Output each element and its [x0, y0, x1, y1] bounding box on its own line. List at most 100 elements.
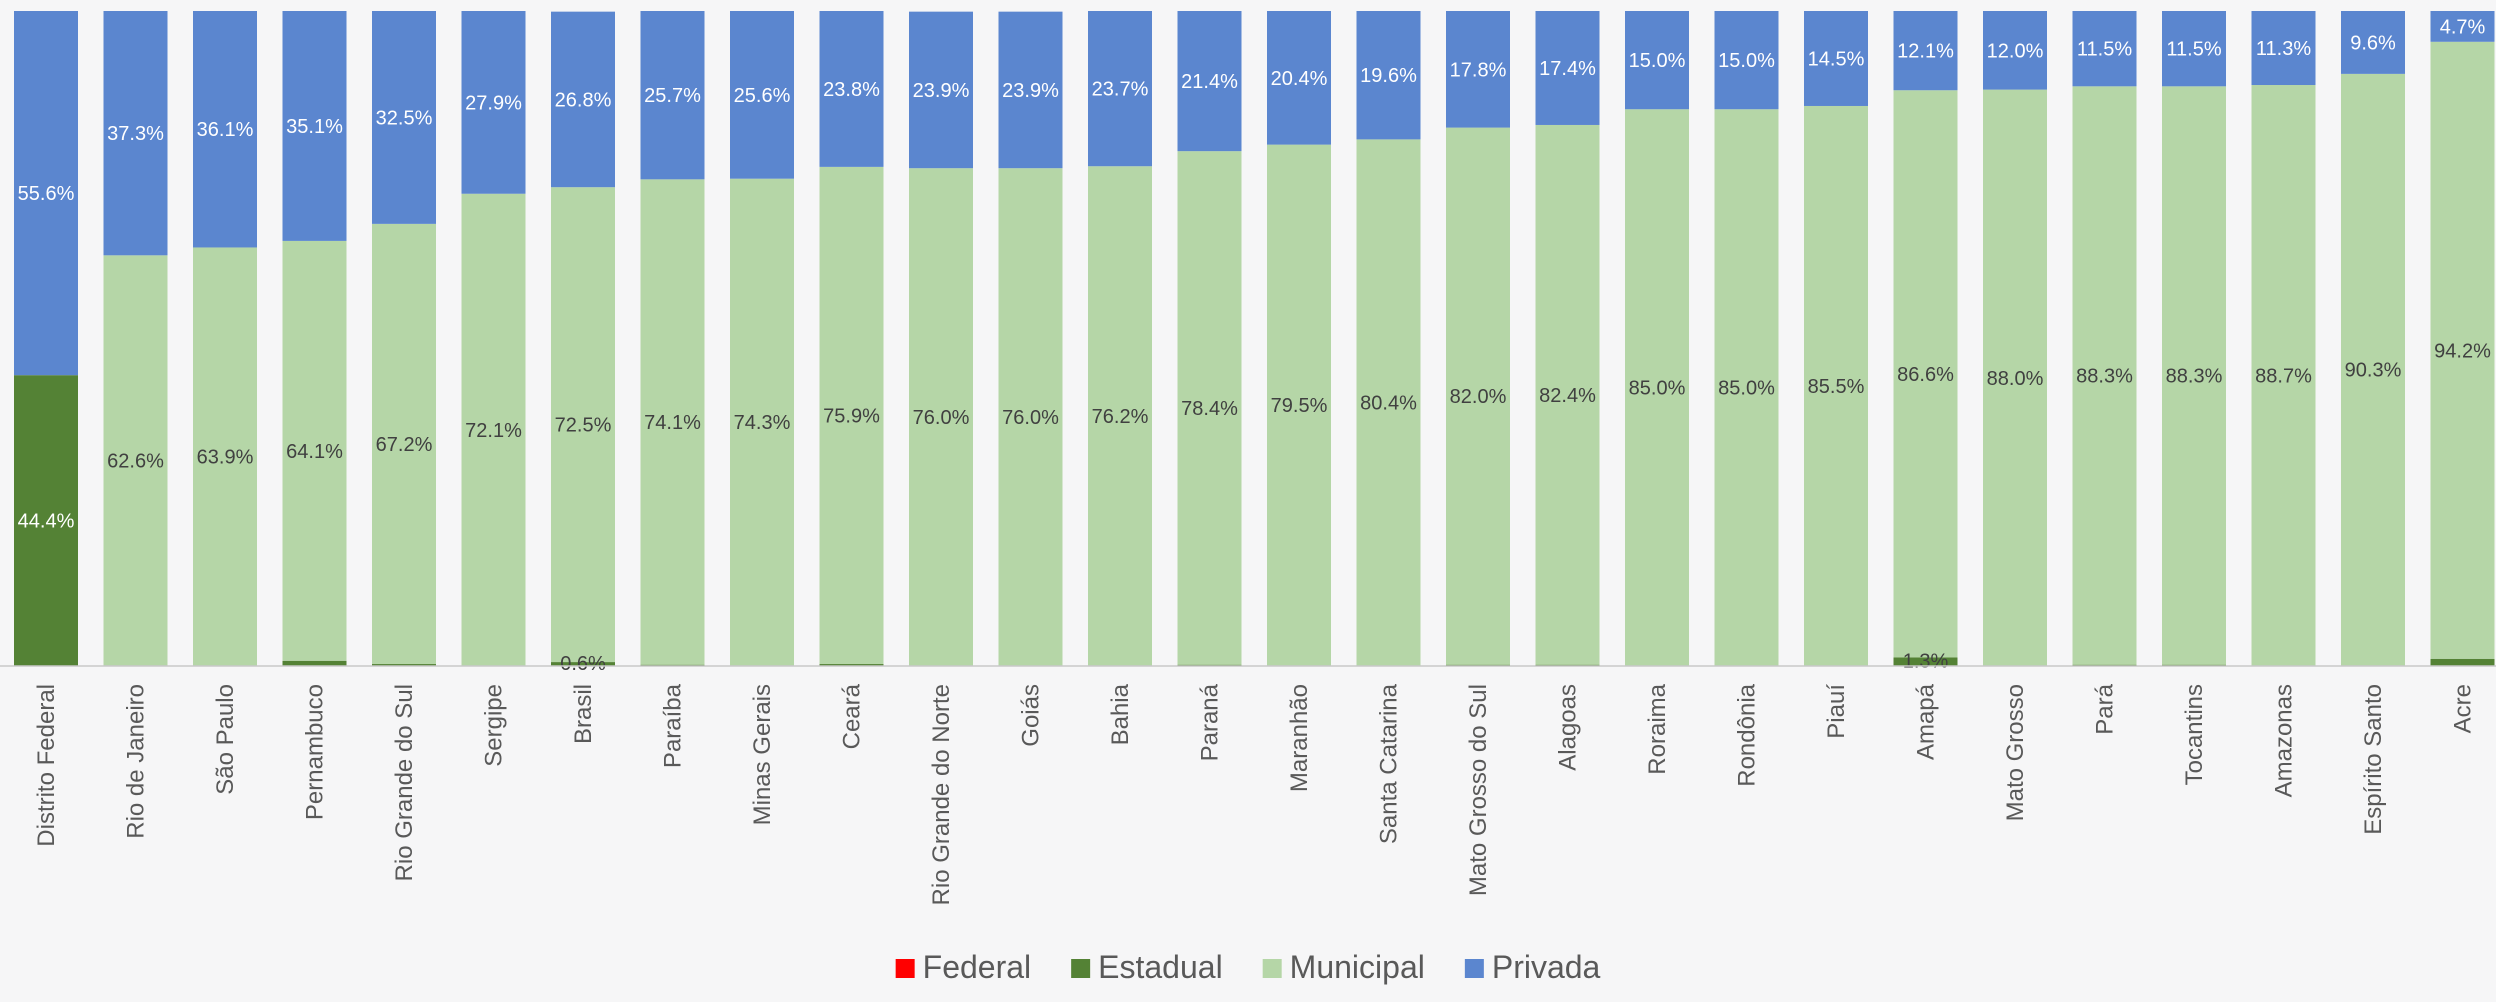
data-label-municipal-espirito-santo: 90.3% — [2345, 360, 2402, 382]
bar-segment-municipal-bahia — [1088, 166, 1152, 666]
bar-segment-privada-piaui — [1804, 11, 1868, 106]
bar-segment-estadual-ceara — [819, 664, 884, 666]
data-label-municipal-mato-grosso: 88.0% — [1987, 368, 2044, 390]
bar-segment-privada-rio-grande-do-sul — [372, 11, 436, 224]
data-label-municipal-rio-de-janeiro: 62.6% — [107, 450, 164, 472]
data-label-privada-piaui: 14.5% — [1808, 48, 1865, 70]
bar-segment-privada-bahia — [1088, 11, 1152, 167]
x-tick-label-piaui: Piauí — [1823, 684, 1850, 739]
bar-segment-municipal-para — [2072, 86, 2137, 665]
data-label-municipal-rondonia: 85.0% — [1718, 378, 1775, 400]
data-label-municipal-acre: 94.2% — [2434, 340, 2491, 362]
data-label-privada-sergipe: 27.9% — [465, 92, 522, 114]
data-label-municipal-goias: 76.0% — [1002, 407, 1059, 429]
bar-segment-municipal-rio-grande-do-norte — [909, 168, 973, 666]
x-tick-label-roraima: Roraima — [1644, 683, 1671, 774]
bar-segment-municipal-rondonia — [1714, 109, 1779, 666]
data-label-privada-parana: 21.4% — [1181, 71, 1238, 93]
legend-label-federal: Federal — [923, 949, 1032, 985]
bar-segment-municipal-espirito-santo — [2341, 73, 2405, 666]
data-label-privada-rio-grande-do-sul: 32.5% — [376, 107, 433, 129]
x-tick-label-amapa: Amapá — [1913, 683, 1940, 760]
data-label-municipal-rio-grande-do-sul: 67.2% — [376, 434, 433, 456]
x-tick-label-distrito-federal: Distrito Federal — [33, 684, 60, 847]
bar-segment-privada-santa-catarina — [1356, 11, 1421, 140]
bar-segment-privada-acre — [2430, 11, 2495, 42]
data-label-municipal-tocantins: 88.3% — [2166, 366, 2223, 388]
data-label-privada-santa-catarina: 19.6% — [1360, 65, 1417, 87]
data-label-privada-amapa: 12.1% — [1897, 41, 1954, 63]
data-label-privada-mato-grosso-do-sul: 17.8% — [1450, 59, 1507, 81]
data-label-privada-mato-grosso: 12.0% — [1987, 40, 2044, 62]
bar-segment-municipal-roraima — [1625, 109, 1689, 666]
bar-segment-privada-minas-gerais — [730, 11, 794, 179]
bar-segment-municipal-rio-de-janeiro — [103, 255, 168, 666]
data-label-privada-ceara: 23.8% — [823, 79, 880, 101]
data-label-municipal-amapa: 86.6% — [1897, 364, 1954, 386]
x-tick-label-sao-paulo: São Paulo — [212, 684, 239, 795]
bar-segment-municipal-sergipe — [461, 193, 526, 666]
x-tick-label-maranhao: Maranhão — [1286, 684, 1313, 792]
bar-segment-estadual-pernambuco — [282, 660, 347, 666]
x-tick-label-mato-grosso: Mato Grosso — [2002, 684, 2029, 821]
data-label-privada-maranhao: 20.4% — [1271, 68, 1328, 90]
bar-segment-estadual-amapa — [1893, 657, 1958, 666]
x-tick-label-brasil: Brasil — [570, 684, 597, 744]
x-tick-labels: Distrito Federal Rio de Janeiro São Paulo P… — [33, 683, 2477, 905]
data-label-estadual-brasil: 0.6% — [560, 653, 606, 675]
x-tick-label-rondonia: Rondônia — [1734, 683, 1761, 786]
x-tick-label-pernambuco: Pernambuco — [302, 684, 329, 820]
bar-segment-municipal-tocantins — [2162, 86, 2226, 665]
x-tick-label-santa-catarina: Santa Catarina — [1376, 683, 1403, 844]
bar-segment-privada-brasil — [551, 11, 615, 188]
data-label-municipal-sao-paulo: 63.9% — [197, 447, 254, 469]
data-label-privada-espirito-santo: 9.6% — [2350, 32, 2396, 54]
data-label-municipal-brasil: 72.5% — [555, 415, 612, 437]
x-tick-label-ceara: Ceará — [839, 683, 866, 749]
data-label-privada-amazonas: 11.3% — [2256, 38, 2311, 60]
bar-segment-municipal-brasil — [551, 187, 615, 663]
data-label-privada-sao-paulo: 36.1% — [197, 119, 254, 141]
x-tick-label-alagoas: Alagoas — [1555, 684, 1582, 771]
x-tick-label-espirito-santo: Espírito Santo — [2360, 684, 2387, 835]
bar-segment-municipal-goias — [998, 168, 1063, 666]
bar-segment-privada-parana — [1177, 11, 1242, 152]
bar-segment-privada-para — [2072, 11, 2137, 87]
bar-segment-privada-roraima — [1625, 11, 1689, 110]
bar-segment-municipal-sao-paulo — [193, 247, 257, 666]
x-tick-label-mato-grosso-do-sul: Mato Grosso do Sul — [1465, 684, 1492, 896]
data-label-municipal-alagoas: 82.4% — [1539, 385, 1596, 407]
data-label-privada-brasil: 26.8% — [555, 89, 612, 111]
data-label-privada-bahia: 23.7% — [1092, 79, 1149, 101]
data-label-privada-acre: 4.7% — [2440, 16, 2486, 38]
data-label-privada-goias: 23.9% — [1002, 80, 1059, 102]
x-tick-label-acre: Acre — [2450, 684, 2477, 733]
bar-segment-privada-rondonia — [1714, 11, 1779, 110]
x-tick-label-sergipe: Sergipe — [481, 684, 508, 767]
data-label-municipal-paraiba: 74.1% — [644, 412, 701, 434]
data-label-privada-pernambuco: 35.1% — [286, 116, 343, 138]
bar-segment-privada-mato-grosso — [1983, 11, 2047, 90]
legend-swatch-estadual — [1071, 959, 1091, 978]
bar-segment-privada-tocantins — [2162, 11, 2226, 87]
bar-segment-municipal-pernambuco — [282, 240, 347, 661]
bar-segment-privada-alagoas — [1535, 11, 1600, 125]
bar-segment-estadual-distrito-federal — [14, 375, 78, 666]
x-tick-label-rio-grande-do-norte: Rio Grande do Norte — [928, 684, 955, 905]
data-label-municipal-ceara: 75.9% — [823, 405, 880, 427]
legend-label-privada: Privada — [1492, 949, 1601, 985]
bar-segment-privada-mato-grosso-do-sul — [1446, 11, 1510, 128]
bar-segment-municipal-parana — [1177, 151, 1242, 665]
data-label-municipal-minas-gerais: 74.3% — [734, 412, 791, 434]
bar-segment-estadual-brasil — [551, 662, 615, 666]
bar-segment-municipal-paraiba — [640, 179, 705, 665]
data-label-municipal-rio-grande-do-norte: 76.0% — [913, 407, 970, 429]
bar-segment-estadual-rio-grande-do-sul — [372, 664, 436, 666]
bar-segment-municipal-piaui — [1804, 105, 1868, 667]
bar-segment-privada-ceara — [819, 11, 884, 167]
x-tick-label-para: Pará — [2092, 683, 2119, 734]
data-label-municipal-mato-grosso-do-sul: 82.0% — [1450, 386, 1507, 408]
bar-segment-municipal-mato-grosso — [1983, 89, 2047, 667]
